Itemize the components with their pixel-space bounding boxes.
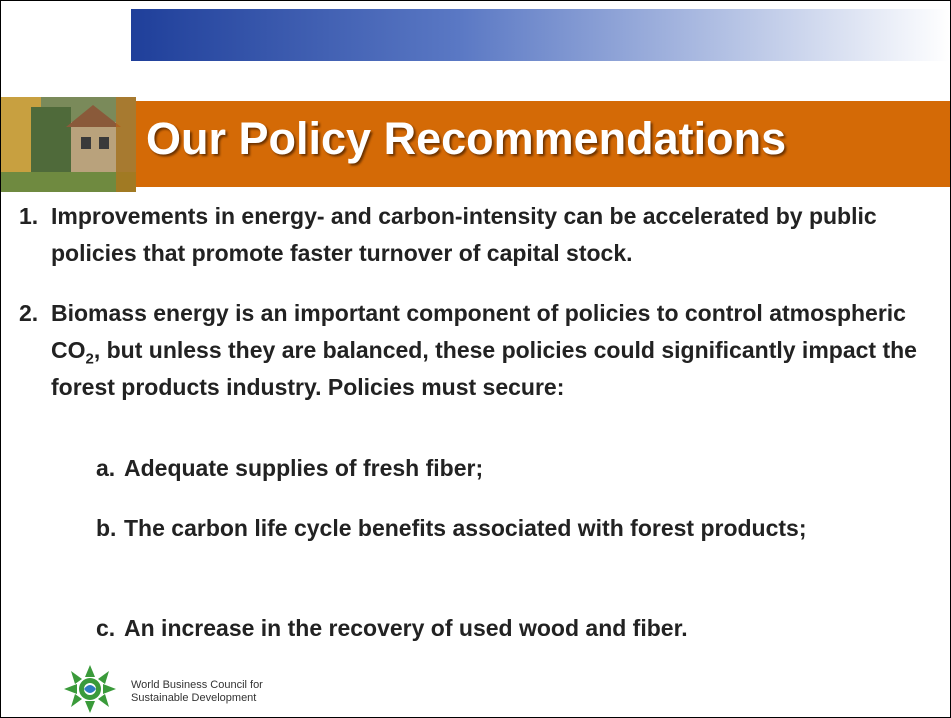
- item-marker: c.: [96, 615, 116, 641]
- slide-title: Our Policy Recommendations: [146, 113, 787, 164]
- text-part: Biomass energy is an important component…: [51, 300, 906, 363]
- header-gradient: [131, 9, 950, 61]
- text-part: , but unless they are balanced, these po…: [51, 337, 917, 400]
- sub-item: c. An increase in the recovery of used w…: [96, 610, 916, 647]
- sub-item: a. Adequate supplies of fresh fiber;: [96, 450, 896, 487]
- item-text: Improvements in energy- and carbon-inten…: [51, 203, 877, 266]
- list-item: 1. Improvements in energy- and carbon-in…: [19, 198, 934, 272]
- item-marker: a.: [96, 455, 116, 481]
- item-text: The carbon life cycle benefits associate…: [124, 515, 807, 541]
- logo-line: Sustainable Development: [131, 692, 257, 704]
- logo-line: World Business Council for: [131, 679, 263, 691]
- list-item: 2. Biomass energy is an important compon…: [19, 295, 919, 406]
- subscript: 2: [85, 350, 94, 368]
- item-text: An increase in the recovery of used wood…: [124, 615, 688, 641]
- title-bar: [1, 101, 950, 187]
- item-marker: 2.: [19, 300, 39, 326]
- item-text: Adequate supplies of fresh fiber;: [124, 455, 484, 481]
- logo-text: World Business Council for Sustainable D…: [131, 679, 263, 705]
- title-photo: [1, 97, 136, 192]
- item-marker: 1.: [19, 203, 39, 229]
- item-marker: b.: [96, 515, 117, 541]
- item-text: Biomass energy is an important component…: [19, 295, 919, 406]
- logo-icon: [64, 665, 116, 713]
- sub-item: b. The carbon life cycle benefits associ…: [96, 510, 856, 547]
